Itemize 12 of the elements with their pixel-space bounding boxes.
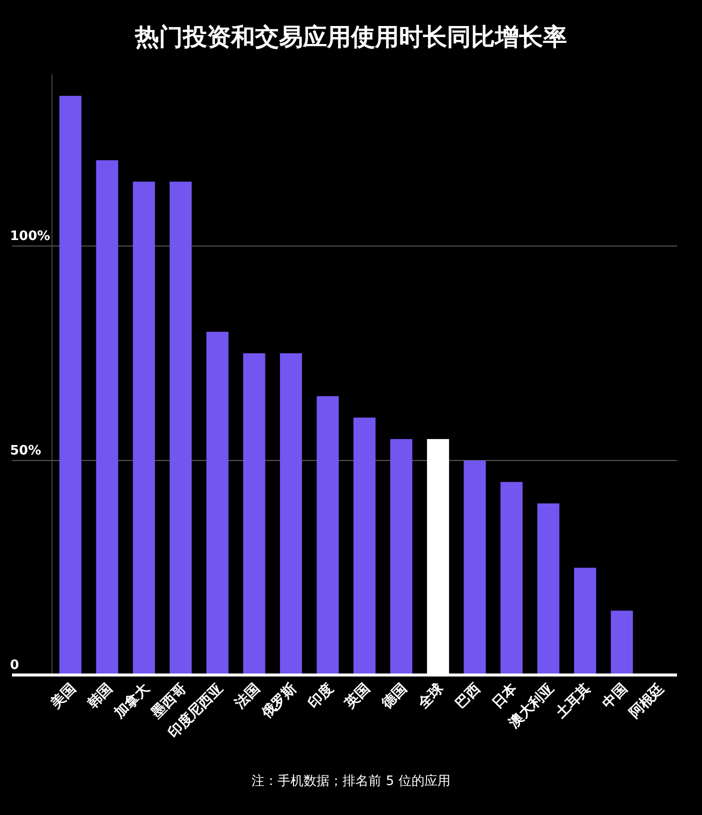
x-tick-label: 全球 bbox=[415, 680, 448, 712]
x-tick-label: 美国 bbox=[46, 680, 80, 712]
y-tick-label: 50% bbox=[10, 444, 42, 458]
y-tick-label: 100% bbox=[10, 229, 50, 244]
text: 注：手机数据；排名前 5 位的应用 bbox=[252, 773, 450, 789]
x-tick-label: 德国 bbox=[378, 680, 410, 712]
chart-title: 热门投资和交易应用使用时长同比增长率 bbox=[134, 23, 567, 51]
x-tick-label: 印度 bbox=[304, 680, 337, 712]
x-tick-label: 巴西 bbox=[452, 680, 484, 712]
y-tick-label: 0 bbox=[10, 658, 20, 673]
x-tick-label: 日本 bbox=[489, 680, 522, 712]
x-tick-label: 英国 bbox=[342, 680, 374, 712]
